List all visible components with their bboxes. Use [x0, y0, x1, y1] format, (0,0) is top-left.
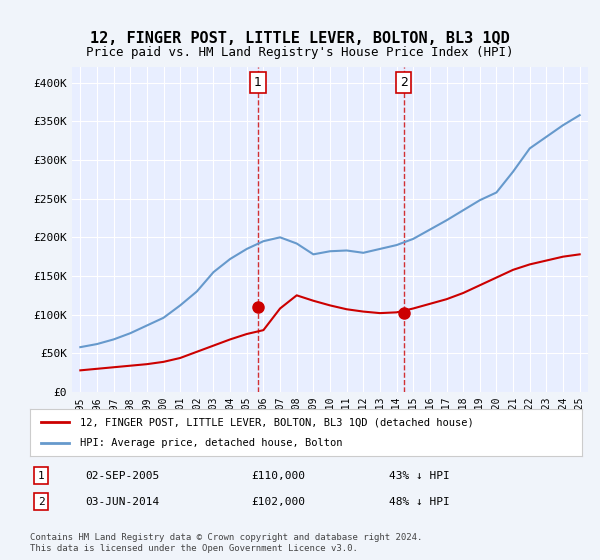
Text: Contains HM Land Registry data © Crown copyright and database right 2024.
This d: Contains HM Land Registry data © Crown c… [30, 533, 422, 553]
Text: 12, FINGER POST, LITTLE LEVER, BOLTON, BL3 1QD (detached house): 12, FINGER POST, LITTLE LEVER, BOLTON, B… [80, 417, 473, 427]
Text: 48% ↓ HPI: 48% ↓ HPI [389, 497, 449, 507]
Text: Price paid vs. HM Land Registry's House Price Index (HPI): Price paid vs. HM Land Registry's House … [86, 46, 514, 59]
Text: £102,000: £102,000 [251, 497, 305, 507]
Text: HPI: Average price, detached house, Bolton: HPI: Average price, detached house, Bolt… [80, 438, 342, 448]
Text: 03-JUN-2014: 03-JUN-2014 [85, 497, 160, 507]
Text: 2: 2 [400, 76, 407, 89]
Text: 12, FINGER POST, LITTLE LEVER, BOLTON, BL3 1QD: 12, FINGER POST, LITTLE LEVER, BOLTON, B… [90, 31, 510, 46]
Text: 1: 1 [254, 76, 262, 89]
Text: 2: 2 [38, 497, 44, 507]
Text: 43% ↓ HPI: 43% ↓ HPI [389, 470, 449, 480]
Text: 1: 1 [38, 470, 44, 480]
Text: 02-SEP-2005: 02-SEP-2005 [85, 470, 160, 480]
Text: £110,000: £110,000 [251, 470, 305, 480]
